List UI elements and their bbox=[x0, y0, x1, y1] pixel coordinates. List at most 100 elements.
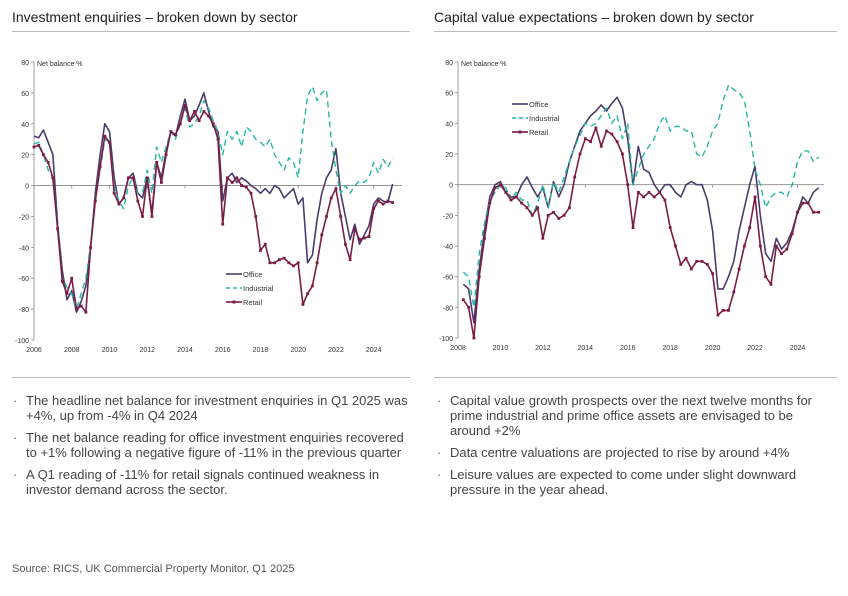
right-chart-divider bbox=[434, 377, 837, 378]
right-bullet-list: · Capital value growth prospects over the… bbox=[436, 393, 836, 504]
retail-point bbox=[343, 242, 347, 246]
bullet-item: · A Q1 reading of -11% for retail signals… bbox=[12, 467, 410, 497]
y-tick-label: -40 bbox=[19, 245, 29, 252]
retail-point bbox=[573, 175, 577, 179]
retail-point bbox=[483, 236, 486, 240]
retail-point bbox=[254, 215, 258, 218]
retail-point bbox=[567, 206, 571, 210]
retail-point bbox=[811, 210, 815, 214]
retail-point bbox=[197, 119, 201, 123]
retail-point bbox=[785, 247, 789, 251]
retail-point bbox=[642, 195, 646, 199]
retail-point bbox=[79, 304, 83, 308]
retail-point bbox=[159, 181, 163, 184]
retail-point bbox=[806, 201, 810, 205]
retail-point bbox=[164, 153, 168, 157]
retail-point bbox=[108, 140, 111, 144]
y-tick-label: 80 bbox=[21, 60, 29, 67]
retail-point bbox=[493, 186, 497, 190]
retail-point bbox=[211, 122, 215, 126]
legend-marker-retail bbox=[518, 130, 522, 134]
legend-label: Retail bbox=[243, 298, 263, 307]
y-tick-label: 0 bbox=[449, 183, 453, 190]
retail-point bbox=[658, 190, 661, 194]
retail-point bbox=[235, 176, 239, 180]
x-tick-label: 2020 bbox=[705, 345, 721, 352]
retail-point bbox=[541, 236, 545, 240]
retail-point bbox=[705, 263, 709, 266]
retail-point bbox=[514, 195, 518, 199]
x-tick-label: 2008 bbox=[64, 347, 80, 354]
retail-point bbox=[520, 201, 524, 205]
retail-point bbox=[631, 226, 635, 229]
retail-point bbox=[610, 132, 614, 136]
retail-point bbox=[472, 336, 476, 340]
retail-point bbox=[764, 275, 768, 279]
retail-point bbox=[562, 213, 566, 217]
retail-point bbox=[60, 279, 64, 283]
left-bullet-list: · The headline net balance for investment… bbox=[12, 393, 410, 504]
retail-point bbox=[381, 202, 385, 206]
retail-point bbox=[530, 213, 534, 217]
retail-point bbox=[801, 201, 805, 205]
y-tick-label: -100 bbox=[439, 336, 453, 343]
retail-point bbox=[615, 140, 619, 144]
retail-point bbox=[621, 152, 624, 156]
x-tick-label: 2010 bbox=[493, 345, 509, 352]
retail-point bbox=[605, 129, 608, 133]
retail-point bbox=[306, 292, 310, 296]
legend-label: Office bbox=[243, 270, 262, 279]
retail-point bbox=[652, 195, 656, 199]
retail-point bbox=[32, 145, 36, 149]
y-tick-label: -20 bbox=[443, 213, 453, 220]
retail-point bbox=[499, 183, 502, 187]
retail-point bbox=[700, 259, 704, 263]
retail-point bbox=[277, 258, 281, 262]
retail-point bbox=[780, 252, 783, 256]
retail-point bbox=[259, 249, 262, 252]
bullet-dot-icon: · bbox=[13, 393, 18, 408]
x-tick-label: 2012 bbox=[139, 347, 155, 354]
x-tick-label: 2020 bbox=[290, 347, 306, 354]
y-tick-label: 80 bbox=[445, 60, 453, 67]
y-tick-label: -40 bbox=[443, 244, 453, 251]
retail-point bbox=[301, 303, 305, 306]
legend-label: Industrial bbox=[243, 284, 274, 293]
retail-point bbox=[663, 198, 667, 202]
retail-point bbox=[488, 201, 492, 205]
retail-point bbox=[674, 244, 677, 248]
retail-point bbox=[112, 191, 116, 195]
y-tick-label: 40 bbox=[21, 122, 29, 129]
bullet-item: · Capital value growth prospects over the… bbox=[436, 393, 836, 438]
retail-point bbox=[348, 258, 352, 262]
bullet-text: Leisure values are expected to come unde… bbox=[450, 467, 797, 497]
retail-point bbox=[268, 261, 272, 265]
retail-point bbox=[743, 244, 746, 248]
retail-point bbox=[329, 196, 333, 200]
retail-point bbox=[727, 309, 730, 312]
retail-point bbox=[174, 133, 177, 136]
x-tick-label: 2006 bbox=[26, 347, 42, 354]
retail-point bbox=[183, 103, 187, 107]
y-tick-label: -60 bbox=[443, 275, 453, 282]
retail-point bbox=[42, 153, 45, 157]
retail-point bbox=[557, 217, 561, 220]
x-tick-label: 2022 bbox=[747, 345, 763, 352]
retail-point bbox=[353, 227, 357, 231]
y-tick-label: -20 bbox=[19, 214, 29, 221]
left-title-divider bbox=[12, 31, 410, 32]
retail-point bbox=[372, 207, 376, 211]
x-tick-label: 2024 bbox=[366, 347, 382, 354]
y-tick-label: -80 bbox=[443, 305, 453, 312]
retail-point bbox=[296, 261, 300, 265]
retail-point bbox=[695, 259, 699, 263]
retail-point bbox=[202, 110, 206, 113]
series-line-retail bbox=[33, 104, 393, 314]
bullet-text: Data centre valuations are projected to … bbox=[450, 445, 790, 460]
retail-point bbox=[84, 310, 88, 314]
right-title-divider bbox=[434, 31, 837, 32]
retail-point bbox=[594, 126, 598, 130]
retail-point bbox=[93, 199, 97, 203]
bullet-text: Capital value growth prospects over the … bbox=[450, 393, 813, 438]
retail-point bbox=[282, 256, 286, 260]
